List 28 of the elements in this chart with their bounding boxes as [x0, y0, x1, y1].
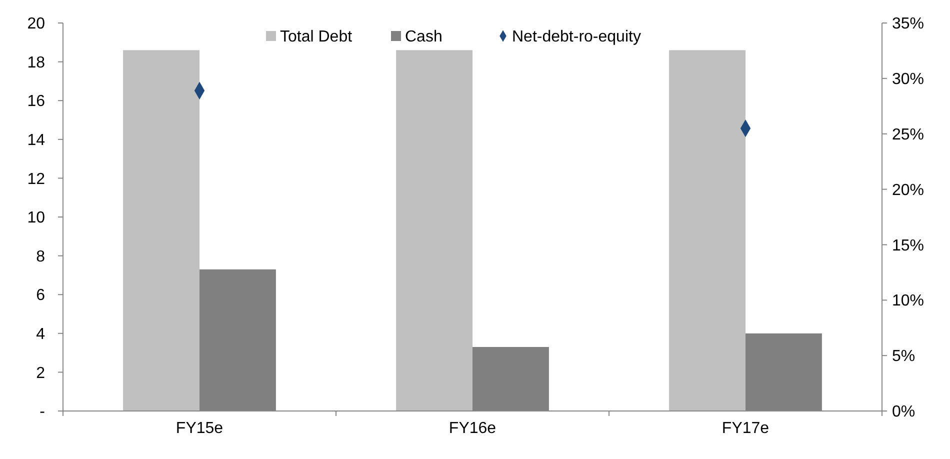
x-tick-label: FY16e	[448, 420, 496, 437]
y-tick-label: 18	[27, 54, 46, 72]
y-tick-label: 2	[36, 364, 46, 382]
x-tick-label: FY17e	[722, 420, 770, 437]
y2-tick-label: 5%	[892, 348, 916, 366]
y2-tick-label: 0%	[892, 404, 916, 421]
y-tick-label: 14	[27, 132, 46, 149]
y-tick-label: 16	[27, 93, 46, 110]
y-tick-label: 10	[27, 210, 46, 227]
bar	[669, 50, 746, 411]
y2-tick-label: 25%	[892, 126, 924, 144]
legend-label: Net-debt-ro-equity	[512, 28, 641, 46]
legend-label: Total Debt	[280, 28, 353, 46]
y2-tick-label: 20%	[892, 182, 924, 199]
y-tick-label: 4	[36, 326, 46, 343]
y-tick-label: 6	[36, 287, 46, 304]
y-tick-label: -	[40, 404, 45, 421]
y2-tick-label: 35%	[892, 16, 924, 33]
y-tick-label: 8	[36, 248, 46, 266]
y2-tick-label: 10%	[892, 292, 924, 310]
y-tick-label: 20	[27, 16, 46, 33]
y2-tick-label: 15%	[892, 237, 924, 254]
y2-tick-label: 30%	[892, 71, 924, 88]
bar	[396, 50, 472, 411]
legend-label: Cash	[405, 28, 442, 46]
x-tick-label: FY15e	[176, 420, 224, 437]
y-tick-label: 12	[27, 170, 46, 188]
bar	[123, 50, 200, 411]
